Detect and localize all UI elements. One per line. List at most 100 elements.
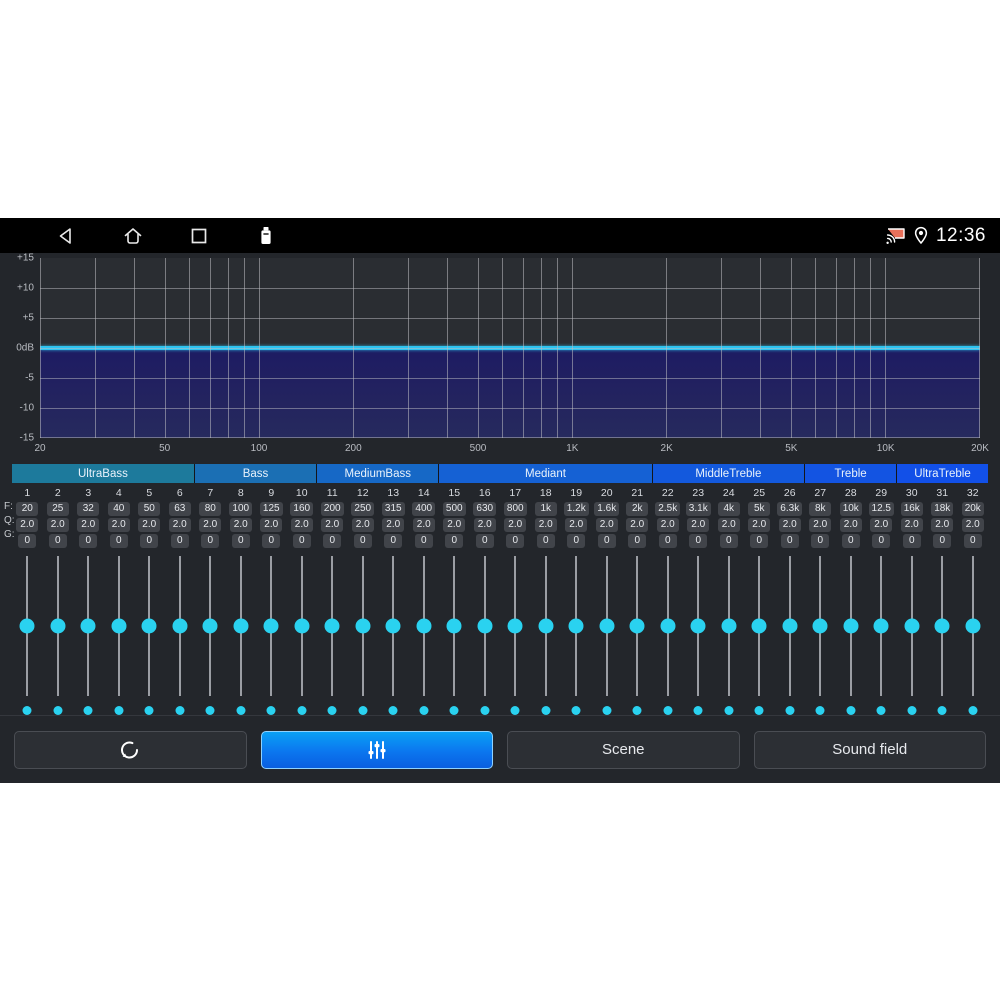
slider-thumb[interactable]: [446, 618, 462, 634]
gain-value[interactable]: 0: [384, 534, 403, 548]
channel-enable-dot[interactable]: [846, 706, 856, 715]
slider-thumb[interactable]: [568, 618, 584, 634]
channel-enable-dot[interactable]: [876, 706, 886, 715]
gain-value[interactable]: 0: [18, 534, 37, 548]
q-value[interactable]: 2.0: [839, 518, 862, 532]
frequency-value[interactable]: 16k: [900, 502, 923, 516]
frequency-value[interactable]: 1.6k: [594, 502, 620, 516]
q-value[interactable]: 2.0: [412, 518, 435, 532]
q-value[interactable]: 2.0: [504, 518, 527, 532]
frequency-value[interactable]: 1.2k: [563, 502, 589, 516]
gain-slider[interactable]: [439, 556, 470, 720]
gain-slider[interactable]: [134, 556, 165, 720]
channel-enable-dot[interactable]: [83, 706, 93, 715]
channel-enable-dot[interactable]: [327, 706, 337, 715]
slider-thumb[interactable]: [477, 618, 493, 634]
channel-enable-dot[interactable]: [693, 706, 703, 715]
gain-value[interactable]: 0: [628, 534, 647, 548]
q-value[interactable]: 2.0: [961, 518, 984, 532]
frequency-value[interactable]: 500: [442, 502, 466, 516]
gain-value[interactable]: 0: [323, 534, 342, 548]
gain-slider[interactable]: [226, 556, 257, 720]
q-value[interactable]: 2.0: [382, 518, 405, 532]
gain-slider[interactable]: [805, 556, 836, 720]
slider-thumb[interactable]: [416, 618, 432, 634]
gain-value[interactable]: 0: [170, 534, 189, 548]
gain-slider[interactable]: [561, 556, 592, 720]
q-value[interactable]: 2.0: [16, 518, 39, 532]
channel-enable-dot[interactable]: [236, 706, 246, 715]
recents-button[interactable]: [177, 218, 221, 253]
q-value[interactable]: 2.0: [534, 518, 557, 532]
gain-value[interactable]: 0: [79, 534, 98, 548]
gain-slider[interactable]: [775, 556, 806, 720]
gain-slider[interactable]: [195, 556, 226, 720]
gain-value[interactable]: 0: [811, 534, 830, 548]
slider-thumb[interactable]: [19, 618, 35, 634]
channel-enable-dot[interactable]: [632, 706, 642, 715]
channel-enable-dot[interactable]: [22, 706, 32, 715]
q-value[interactable]: 2.0: [931, 518, 954, 532]
frequency-value[interactable]: 315: [381, 502, 405, 516]
q-value[interactable]: 2.0: [351, 518, 374, 532]
slider-thumb[interactable]: [812, 618, 828, 634]
band-group-middletreble[interactable]: MiddleTreble: [652, 464, 806, 483]
band-group-mediumbass[interactable]: MediumBass: [317, 464, 440, 483]
frequency-value[interactable]: 630: [473, 502, 497, 516]
gain-value[interactable]: 0: [292, 534, 311, 548]
q-value[interactable]: 2.0: [138, 518, 161, 532]
gain-slider[interactable]: [12, 556, 43, 720]
gain-value[interactable]: 0: [48, 534, 67, 548]
gain-value[interactable]: 0: [201, 534, 220, 548]
q-value[interactable]: 2.0: [473, 518, 496, 532]
q-value[interactable]: 2.0: [260, 518, 283, 532]
q-value[interactable]: 2.0: [229, 518, 252, 532]
channel-enable-dot[interactable]: [449, 706, 459, 715]
channel-enable-dot[interactable]: [968, 706, 978, 715]
gain-slider[interactable]: [927, 556, 958, 720]
q-value[interactable]: 2.0: [595, 518, 618, 532]
gain-value[interactable]: 0: [719, 534, 738, 548]
channel-enable-dot[interactable]: [754, 706, 764, 715]
channel-enable-dot[interactable]: [907, 706, 917, 715]
channel-enable-dot[interactable]: [297, 706, 307, 715]
q-value[interactable]: 2.0: [77, 518, 100, 532]
eq-plot-area[interactable]: [40, 258, 980, 438]
frequency-value[interactable]: 12.5: [868, 502, 894, 516]
gain-value[interactable]: 0: [567, 534, 586, 548]
frequency-value[interactable]: 2k: [626, 502, 649, 516]
slider-thumb[interactable]: [324, 618, 340, 634]
frequency-value[interactable]: 32: [77, 502, 100, 516]
frequency-value[interactable]: 50: [138, 502, 161, 516]
gain-value[interactable]: 0: [353, 534, 372, 548]
q-value[interactable]: 2.0: [778, 518, 801, 532]
q-value[interactable]: 2.0: [870, 518, 893, 532]
gain-value[interactable]: 0: [414, 534, 433, 548]
slider-thumb[interactable]: [385, 618, 401, 634]
channel-enable-dot[interactable]: [419, 706, 429, 715]
gain-value[interactable]: 0: [902, 534, 921, 548]
frequency-value[interactable]: 4k: [717, 502, 740, 516]
q-value[interactable]: 2.0: [107, 518, 130, 532]
q-value[interactable]: 2.0: [199, 518, 222, 532]
frequency-value[interactable]: 5k: [748, 502, 771, 516]
gain-value[interactable]: 0: [536, 534, 555, 548]
band-group-ultrabass[interactable]: UltraBass: [12, 464, 195, 483]
slider-thumb[interactable]: [141, 618, 157, 634]
channel-enable-dot[interactable]: [358, 706, 368, 715]
reset-button[interactable]: [14, 730, 247, 769]
slider-thumb[interactable]: [782, 618, 798, 634]
q-value[interactable]: 2.0: [290, 518, 313, 532]
frequency-value[interactable]: 200: [320, 502, 344, 516]
gain-value[interactable]: 0: [689, 534, 708, 548]
q-value[interactable]: 2.0: [321, 518, 344, 532]
channel-enable-dot[interactable]: [541, 706, 551, 715]
channel-enable-dot[interactable]: [480, 706, 490, 715]
frequency-value[interactable]: 80: [199, 502, 222, 516]
frequency-value[interactable]: 40: [107, 502, 130, 516]
gain-value[interactable]: 0: [140, 534, 159, 548]
slider-thumb[interactable]: [904, 618, 920, 634]
frequency-value[interactable]: 800: [503, 502, 527, 516]
channel-enable-dot[interactable]: [144, 706, 154, 715]
gain-slider[interactable]: [470, 556, 501, 720]
